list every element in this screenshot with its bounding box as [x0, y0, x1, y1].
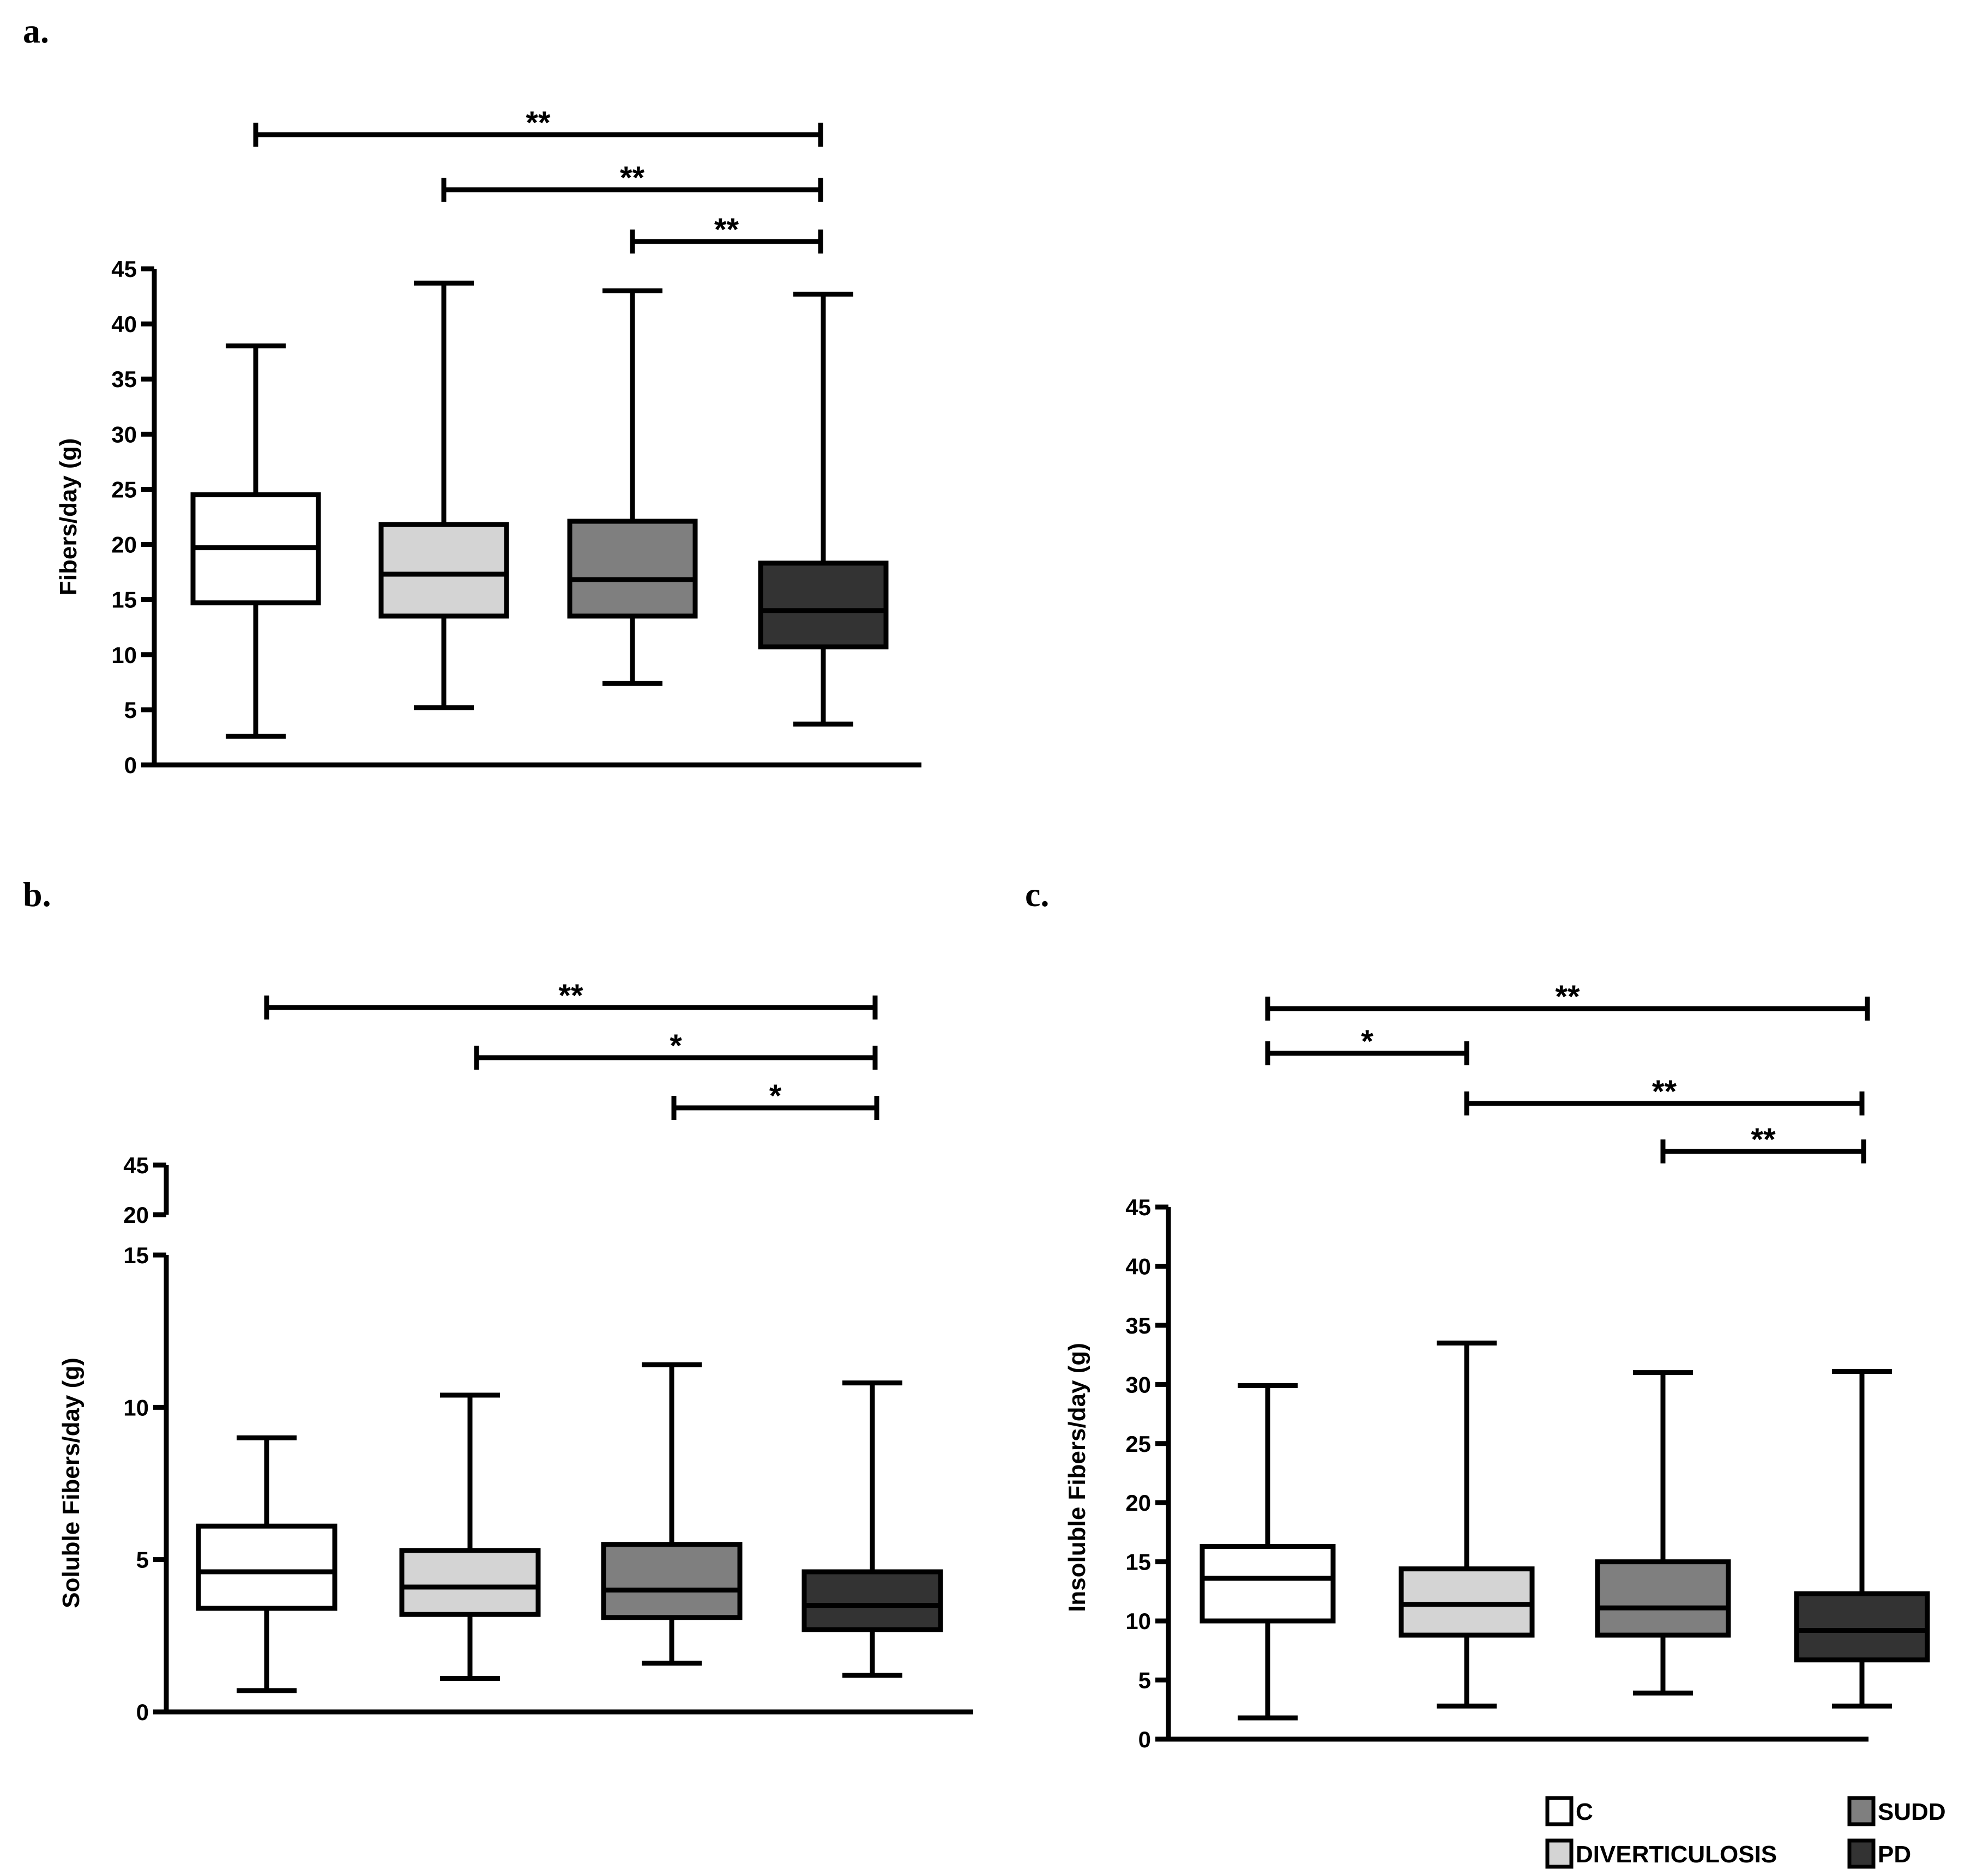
y-tick-label: 20: [123, 1202, 149, 1228]
y-tick-label: 10: [1125, 1608, 1151, 1634]
box-diverticulosis: [1399, 1340, 1535, 1709]
significance-label: **: [558, 978, 583, 1014]
significance-label: **: [620, 160, 645, 196]
legend: C DIVERTICULOSIS SUDD PD: [1545, 1796, 1946, 1869]
y-tick-label: 15: [1125, 1549, 1151, 1575]
legend-item-pd: PD: [1847, 1838, 1911, 1869]
y-tick-label: 5: [136, 1547, 149, 1573]
y-tick-label: 5: [124, 697, 137, 723]
panel-a: a. 0 5 10 15 20 25 30 35 40 45 Fibers/day (g) ** ** **: [23, 11, 921, 778]
legend-swatch: [1545, 1838, 1574, 1869]
y-tick-label: 45: [111, 256, 137, 282]
y-tick-label: 35: [111, 366, 137, 392]
box-sudd: [1595, 1370, 1731, 1696]
y-tick-label: 5: [1138, 1668, 1151, 1693]
y-tick-label: 45: [1125, 1195, 1151, 1220]
y-tick-label: 25: [1125, 1431, 1151, 1457]
significance-bracket: **: [1464, 1074, 1865, 1115]
iqr-box: [1595, 1559, 1731, 1638]
box-pd: [801, 1380, 943, 1678]
legend-label: DIVERTICULOSIS: [1576, 1841, 1777, 1868]
panel-label: c.: [1025, 875, 1049, 914]
legend-label: SUDD: [1878, 1799, 1946, 1825]
iqr-box: [601, 1542, 743, 1620]
box-c: [1200, 1383, 1336, 1721]
y-tick-label: 0: [136, 1699, 149, 1725]
legend-swatch: [1847, 1796, 1876, 1826]
box-diverticulosis: [378, 280, 509, 710]
significance-bracket: **: [1660, 1122, 1866, 1163]
iqr-box: [399, 1548, 541, 1617]
significance-bracket: **: [630, 212, 823, 254]
panel-label: b.: [23, 875, 51, 914]
box-pd: [1794, 1368, 1930, 1709]
legend-swatch: [1847, 1838, 1876, 1869]
significance-bracket: *: [474, 1028, 878, 1070]
legend-item-sudd: SUDD: [1847, 1796, 1946, 1826]
significance-label: **: [1555, 979, 1580, 1015]
y-tick-label: 20: [111, 532, 137, 558]
box-c: [190, 343, 321, 739]
iqr-box: [1200, 1543, 1336, 1624]
significance-bracket: **: [441, 160, 823, 202]
box-diverticulosis: [399, 1392, 541, 1681]
iqr-box: [567, 518, 698, 619]
panel-label: a.: [23, 11, 49, 50]
significance-label: **: [1652, 1074, 1677, 1109]
y-tick-label: 15: [111, 587, 137, 613]
legend-swatch: [1545, 1796, 1574, 1826]
y-tick-label: 10: [123, 1395, 149, 1420]
iqr-box: [801, 1569, 943, 1632]
legend-item-diverticulosis: DIVERTICULOSIS: [1545, 1838, 1777, 1869]
significance-label: *: [769, 1078, 782, 1114]
significance-label: **: [526, 105, 551, 141]
significance-bracket: *: [1265, 1024, 1469, 1065]
iqr-box: [758, 560, 889, 650]
panel-c: c. 0 5 10 15 20 25 30 35 40 45 Insoluble Fibers/day…: [1025, 875, 1930, 1752]
y-tick-label: 40: [1125, 1253, 1151, 1279]
y-axis-label: Insoluble Fibers/day (g): [1064, 1343, 1090, 1612]
significance-bracket: *: [671, 1078, 879, 1120]
y-tick-label: 30: [1125, 1372, 1151, 1397]
box-sudd: [567, 288, 698, 686]
y-tick-label: 35: [1125, 1313, 1151, 1338]
significance-bracket: **: [264, 978, 878, 1020]
y-tick-label: 20: [1125, 1490, 1151, 1516]
legend-item-c: C: [1545, 1796, 1593, 1826]
y-tick-label: 0: [124, 752, 137, 778]
significance-label: *: [670, 1028, 682, 1064]
box-sudd: [601, 1362, 743, 1666]
significance-bracket: **: [1265, 979, 1870, 1021]
y-tick-label: 15: [123, 1242, 149, 1268]
box-c: [196, 1435, 337, 1693]
y-axis-label: Soluble Fibers/day (g): [58, 1358, 85, 1608]
legend-label: PD: [1878, 1841, 1911, 1868]
box-pd: [758, 292, 889, 727]
y-tick-label: 0: [1138, 1727, 1151, 1752]
y-axis-label: Fibers/day (g): [55, 438, 82, 596]
significance-label: *: [1361, 1024, 1373, 1059]
y-tick-label: 40: [111, 311, 137, 337]
iqr-box: [378, 522, 509, 619]
y-tick-label: 25: [111, 476, 137, 502]
legend-label: C: [1576, 1799, 1593, 1825]
significance-label: **: [714, 212, 739, 248]
significance-bracket: **: [253, 105, 823, 147]
y-tick-label: 10: [111, 642, 137, 668]
iqr-box: [1794, 1591, 1930, 1663]
y-tick-label: 30: [111, 421, 137, 447]
significance-label: **: [1751, 1122, 1776, 1157]
iqr-box: [196, 1523, 337, 1611]
y-tick-label: 45: [123, 1153, 149, 1178]
